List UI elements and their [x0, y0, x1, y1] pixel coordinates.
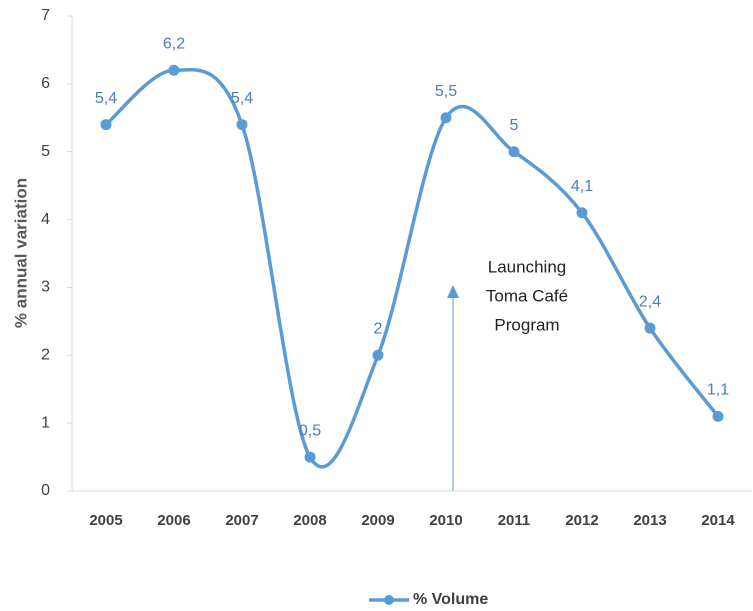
x-tick-label: 2008: [293, 512, 326, 529]
x-tick-label: 2011: [498, 512, 531, 529]
data-label: 1,1: [707, 382, 729, 399]
y-tick-label: 7: [41, 7, 50, 24]
annotation: Launching: [488, 257, 566, 276]
x-tick-label: 2013: [633, 512, 666, 529]
point: [508, 146, 520, 158]
data-label: 6,2: [163, 36, 185, 53]
legend-marker: [384, 595, 394, 605]
annotation: Program: [494, 315, 559, 334]
point: [304, 451, 316, 463]
y-tick-label: 2: [41, 347, 50, 364]
data-label: 5,4: [231, 90, 253, 107]
point: [100, 119, 112, 131]
point: [712, 410, 724, 422]
series-line: [104, 67, 720, 469]
y-tick-label: 0: [41, 482, 50, 499]
y-tick-label: 4: [41, 211, 50, 228]
y-tick-label: 5: [41, 143, 50, 160]
x-tick-label: 2005: [89, 512, 122, 529]
y-tick-label: 6: [41, 75, 50, 92]
data-label: 5: [510, 117, 519, 134]
data-label: 2: [374, 321, 383, 338]
x-tick-label: 2014: [701, 512, 735, 529]
point: [236, 119, 248, 131]
annotation-arrowhead: [447, 285, 459, 298]
point: [576, 207, 588, 219]
data-label: 0,5: [299, 422, 321, 439]
point: [168, 64, 180, 76]
x-tick-label: 2009: [361, 512, 394, 529]
data-label: 2,4: [639, 293, 661, 310]
x-tick-label: 2007: [225, 512, 258, 529]
point: [372, 349, 384, 361]
x-tick-label: 2006: [157, 512, 190, 529]
legend-label: % Volume: [413, 591, 488, 608]
y-axis-label: % annual variation: [11, 178, 30, 328]
x-tick-label: 2010: [429, 512, 462, 529]
data-label: 5,4: [95, 90, 117, 107]
annotation: Toma Café: [486, 286, 568, 305]
point: [644, 322, 656, 334]
point: [440, 112, 452, 124]
data-label: 5,5: [435, 83, 457, 100]
y-tick-label: 1: [41, 414, 50, 431]
data-label: 4,1: [571, 178, 593, 195]
y-tick-label: 3: [41, 279, 50, 296]
x-tick-label: 2012: [565, 512, 598, 529]
